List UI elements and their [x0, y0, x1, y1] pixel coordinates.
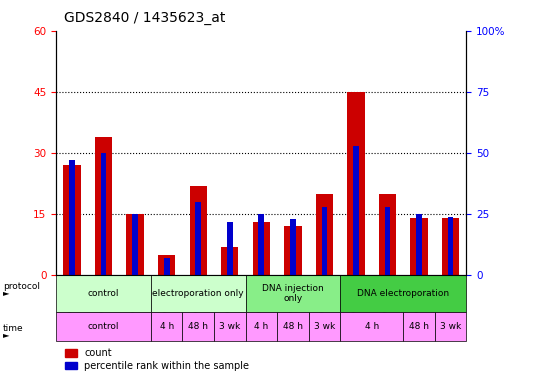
Bar: [385, 207, 390, 275]
Bar: [379, 194, 396, 275]
Text: time: time: [3, 324, 23, 333]
Bar: [63, 165, 81, 275]
Bar: [190, 185, 207, 275]
Bar: [411, 218, 428, 275]
Bar: [340, 275, 466, 312]
Bar: [448, 217, 453, 275]
Text: DNA injection
only: DNA injection only: [262, 284, 324, 303]
Bar: [158, 255, 175, 275]
Bar: [132, 214, 138, 275]
Bar: [277, 312, 309, 341]
Bar: [435, 312, 466, 341]
Bar: [164, 258, 169, 275]
Bar: [101, 153, 107, 275]
Bar: [245, 312, 277, 341]
Bar: [353, 146, 359, 275]
Text: 4 h: 4 h: [254, 322, 269, 331]
Bar: [126, 214, 144, 275]
Bar: [196, 202, 201, 275]
Text: protocol: protocol: [3, 281, 40, 291]
Text: ►: ►: [3, 288, 9, 298]
Text: ►: ►: [3, 330, 9, 339]
Text: 48 h: 48 h: [409, 322, 429, 331]
Bar: [252, 222, 270, 275]
Bar: [347, 92, 364, 275]
Bar: [182, 312, 214, 341]
Text: 4 h: 4 h: [364, 322, 379, 331]
Bar: [227, 222, 233, 275]
Bar: [316, 194, 333, 275]
Bar: [309, 312, 340, 341]
Bar: [95, 137, 112, 275]
Bar: [151, 275, 245, 312]
Text: 48 h: 48 h: [188, 322, 208, 331]
Text: GDS2840 / 1435623_at: GDS2840 / 1435623_at: [64, 11, 226, 25]
Text: 4 h: 4 h: [160, 322, 174, 331]
Bar: [221, 247, 239, 275]
Text: DNA electroporation: DNA electroporation: [357, 289, 449, 298]
Bar: [442, 218, 459, 275]
Legend: count, percentile rank within the sample: count, percentile rank within the sample: [61, 344, 254, 375]
Text: 3 wk: 3 wk: [219, 322, 240, 331]
Bar: [69, 161, 75, 275]
Bar: [322, 207, 327, 275]
Bar: [258, 214, 264, 275]
Text: electroporation only: electroporation only: [152, 289, 244, 298]
Bar: [416, 214, 422, 275]
Bar: [284, 227, 302, 275]
Bar: [214, 312, 245, 341]
Bar: [403, 312, 435, 341]
Bar: [151, 312, 182, 341]
Text: 3 wk: 3 wk: [440, 322, 461, 331]
Text: 48 h: 48 h: [283, 322, 303, 331]
Bar: [340, 312, 403, 341]
Bar: [56, 275, 151, 312]
Text: control: control: [88, 322, 120, 331]
Bar: [245, 275, 340, 312]
Text: 3 wk: 3 wk: [314, 322, 335, 331]
Text: control: control: [88, 289, 120, 298]
Bar: [290, 219, 296, 275]
Bar: [56, 312, 151, 341]
